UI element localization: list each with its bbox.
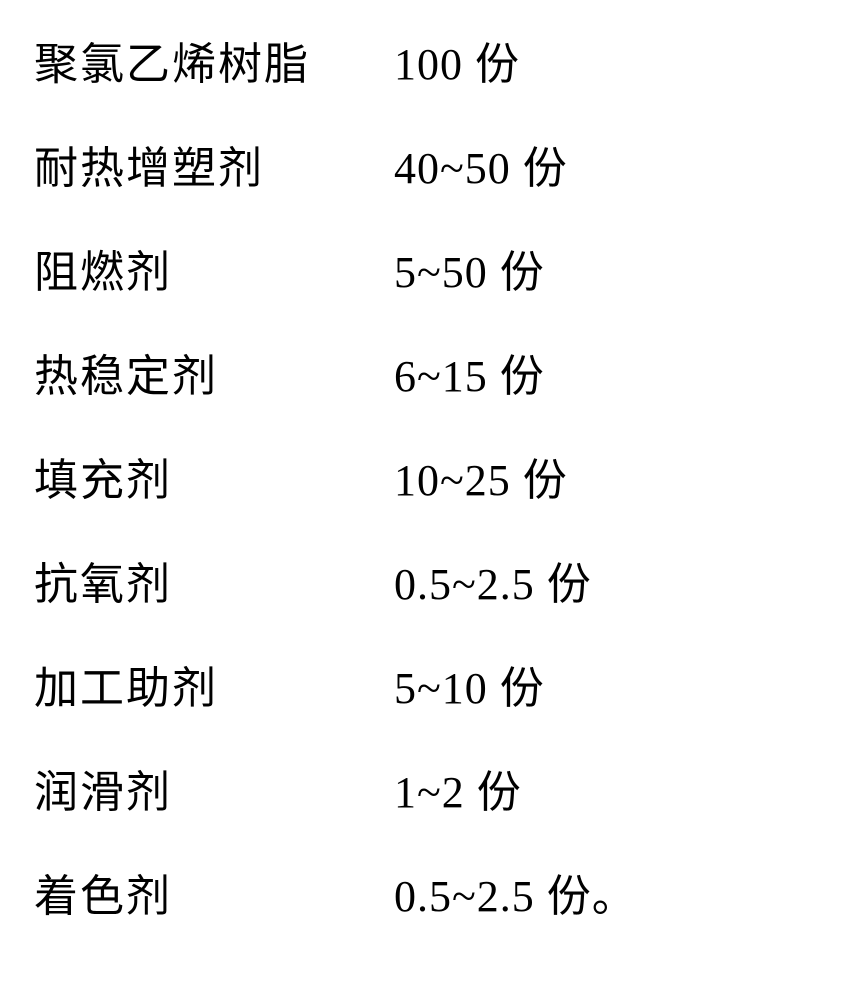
component-label: 填充剂 [34, 444, 394, 508]
component-value: 5~50 份 [394, 236, 545, 300]
component-value: 0.5~2.5 份。 [394, 860, 637, 924]
component-label: 着色剂 [34, 860, 394, 924]
component-value: 10~25 份 [394, 444, 568, 508]
component-label: 聚氯乙烯树脂 [34, 28, 394, 92]
table-row: 热稳定剂 6~15 份 [34, 340, 840, 404]
table-row: 填充剂 10~25 份 [34, 444, 840, 508]
component-label: 耐热增塑剂 [34, 132, 394, 196]
component-value: 6~15 份 [394, 340, 545, 404]
composition-list: 聚氯乙烯树脂 100 份 耐热增塑剂 40~50 份 阻燃剂 5~50 份 热稳… [0, 0, 860, 984]
component-label: 热稳定剂 [34, 340, 394, 404]
component-value: 5~10 份 [394, 652, 545, 716]
component-label: 加工助剂 [34, 652, 394, 716]
component-value: 1~2 份 [394, 756, 522, 820]
table-row: 抗氧剂 0.5~2.5 份 [34, 548, 840, 612]
table-row: 阻燃剂 5~50 份 [34, 236, 840, 300]
table-row: 润滑剂 1~2 份 [34, 756, 840, 820]
component-value: 100 份 [394, 28, 520, 92]
component-value: 0.5~2.5 份 [394, 548, 592, 612]
table-row: 聚氯乙烯树脂 100 份 [34, 28, 840, 92]
component-label: 阻燃剂 [34, 236, 394, 300]
component-label: 润滑剂 [34, 756, 394, 820]
table-row: 加工助剂 5~10 份 [34, 652, 840, 716]
component-value: 40~50 份 [394, 132, 568, 196]
table-row: 耐热增塑剂 40~50 份 [34, 132, 840, 196]
table-row: 着色剂 0.5~2.5 份。 [34, 860, 840, 924]
component-label: 抗氧剂 [34, 548, 394, 612]
